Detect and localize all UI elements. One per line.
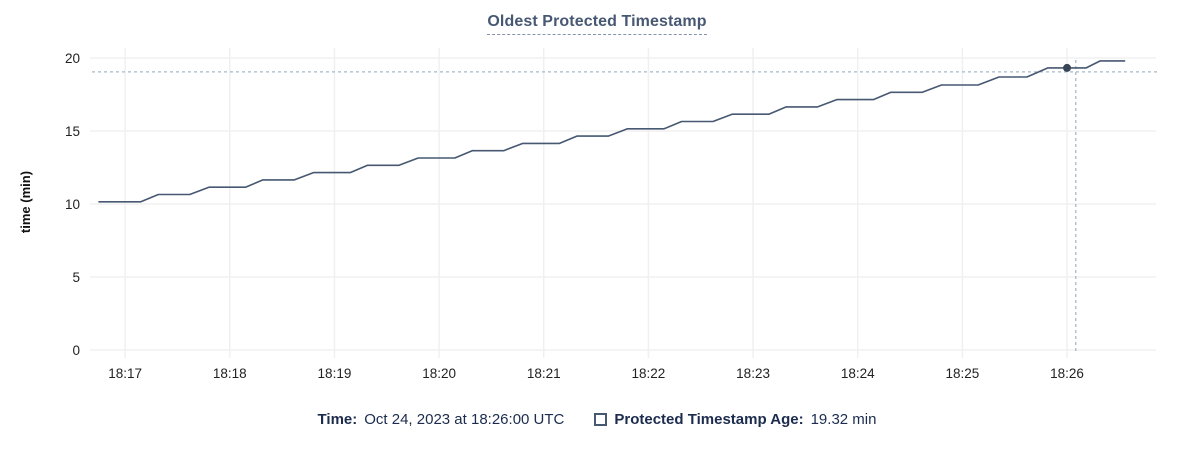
x-tick-label: 18:20 xyxy=(422,366,456,381)
x-tick-label: 18:22 xyxy=(632,366,666,381)
hover-time-value: Oct 24, 2023 at 18:26:00 UTC xyxy=(364,411,565,428)
timeseries-chart[interactable]: 0 5 10 15 20 18:17 18:18 18:19 18:20 18:21 18:22 18… xyxy=(0,40,1194,385)
x-tick-label: 18:24 xyxy=(841,366,875,381)
y-tick-label: 15 xyxy=(65,124,80,139)
legend-series-value: 19.32 min xyxy=(810,411,877,428)
chart-header: Oldest Protected Timestamp xyxy=(0,0,1194,40)
y-tick-label: 0 xyxy=(72,343,80,358)
x-tick-label: 18:21 xyxy=(527,366,561,381)
hover-point-dot xyxy=(1063,63,1072,72)
x-tick-label: 18:17 xyxy=(108,366,142,381)
x-tick-label: 18:23 xyxy=(736,366,770,381)
chart-hover-legend: Time: Oct 24, 2023 at 18:26:00 UTC Prote… xyxy=(0,411,1194,428)
hover-time-label: Time: xyxy=(317,411,358,428)
y-tick-label: 10 xyxy=(65,197,80,212)
y-axis-label: time (min) xyxy=(18,171,33,233)
chart-title[interactable]: Oldest Protected Timestamp xyxy=(487,13,707,35)
legend-series-label: Protected Timestamp Age: xyxy=(614,411,804,428)
legend-item-protected-timestamp-age[interactable]: Protected Timestamp Age: 19.32 min xyxy=(594,411,876,428)
hover-time: Time: Oct 24, 2023 at 18:26:00 UTC xyxy=(318,411,565,428)
x-tick-label: 18:18 xyxy=(213,366,247,381)
x-tick-label: 18:19 xyxy=(318,366,352,381)
y-tick-label: 5 xyxy=(72,270,80,285)
x-tick-label: 18:26 xyxy=(1050,366,1084,381)
series-checkbox-icon[interactable] xyxy=(594,413,608,426)
series-line-protected-timestamp-age xyxy=(98,60,1126,203)
x-tick-label: 18:25 xyxy=(945,366,979,381)
y-tick-label: 20 xyxy=(65,51,80,66)
